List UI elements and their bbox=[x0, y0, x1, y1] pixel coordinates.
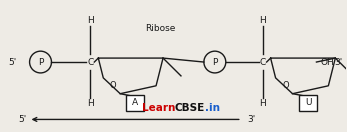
Text: Ribose: Ribose bbox=[145, 24, 175, 33]
Text: 3': 3' bbox=[248, 115, 256, 124]
FancyBboxPatch shape bbox=[299, 95, 318, 110]
Text: U: U bbox=[305, 98, 312, 107]
Text: .in: .in bbox=[205, 103, 220, 113]
Text: H: H bbox=[87, 99, 94, 108]
Text: Learn: Learn bbox=[142, 103, 175, 113]
Text: P: P bbox=[212, 58, 218, 67]
Text: O: O bbox=[110, 81, 117, 90]
Text: O: O bbox=[282, 81, 289, 90]
Text: C: C bbox=[260, 58, 266, 67]
Text: H: H bbox=[259, 99, 266, 108]
Text: P: P bbox=[38, 58, 43, 67]
Text: OH: OH bbox=[320, 58, 334, 67]
Text: 5': 5' bbox=[19, 115, 27, 124]
Text: 5': 5' bbox=[9, 58, 17, 67]
Text: H: H bbox=[259, 16, 266, 25]
Text: A: A bbox=[132, 98, 138, 107]
Text: 3': 3' bbox=[335, 58, 342, 67]
Text: H: H bbox=[87, 16, 94, 25]
Text: CBSE: CBSE bbox=[175, 103, 205, 113]
FancyBboxPatch shape bbox=[126, 95, 144, 110]
Text: C: C bbox=[87, 58, 93, 67]
